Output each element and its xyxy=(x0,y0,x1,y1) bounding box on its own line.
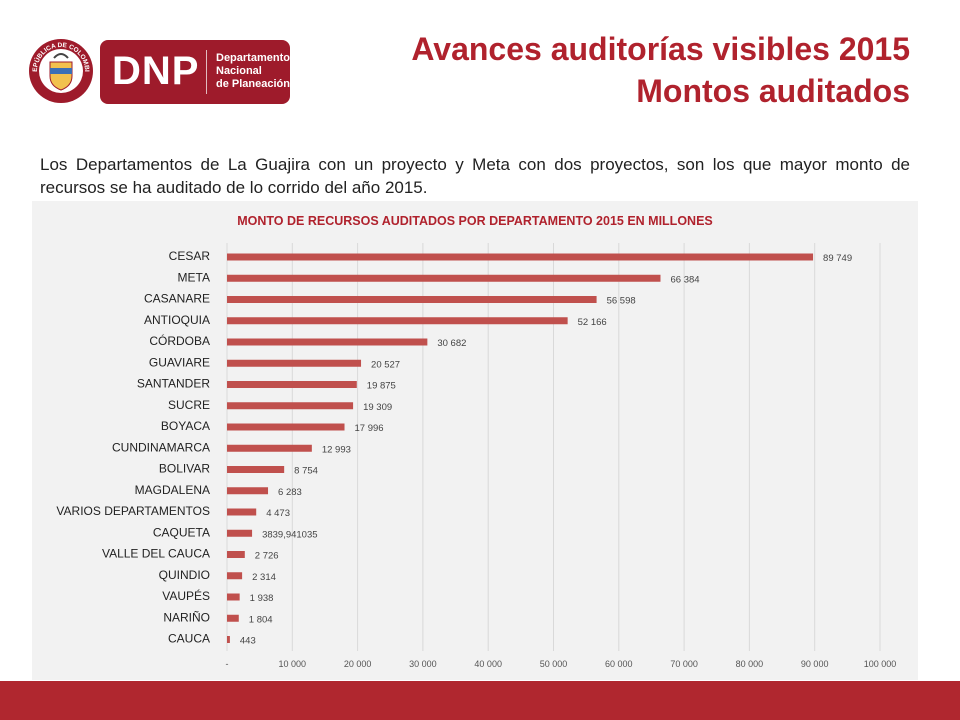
category-labels: CESAR META CASANARE ANTIOQUIA CÓRDOBA GUAVIAR… xyxy=(56,249,210,646)
footer-bar xyxy=(0,681,960,720)
category-label: VALLE DEL CAUCA xyxy=(102,547,210,561)
value-label: 1 938 xyxy=(250,593,274,604)
bar xyxy=(227,551,245,558)
dnp-subtitle-line-2: Nacional xyxy=(216,65,262,77)
category-label: META xyxy=(178,270,210,284)
chart-title: MONTO DE RECURSOS AUDITADOS POR DEPARTAM… xyxy=(237,214,713,228)
category-label: CUNDINAMARCA xyxy=(112,440,210,454)
value-label: 6 283 xyxy=(278,487,302,498)
category-label: CÓRDOBA xyxy=(149,333,210,348)
value-label: 12 993 xyxy=(322,444,351,455)
chart-panel: MONTO DE RECURSOS AUDITADOS POR DEPARTAM… xyxy=(32,201,918,680)
logo-divider xyxy=(206,50,207,94)
x-tick-label: 70 000 xyxy=(670,659,698,669)
bar xyxy=(227,636,230,643)
category-label: QUINDIO xyxy=(159,568,210,582)
dnp-subtitle-line-1: Departamento xyxy=(216,52,290,64)
x-tick-label: 90 000 xyxy=(801,659,829,669)
category-label: SUCRE xyxy=(168,398,210,412)
x-tick-label: - xyxy=(226,659,229,669)
category-label: BOYACA xyxy=(161,419,210,433)
dnp-subtitle-line-3: de Planeación xyxy=(216,78,290,90)
value-label: 3839,941035 xyxy=(262,529,317,540)
value-label: 17 996 xyxy=(355,423,384,434)
value-label: 8 754 xyxy=(294,466,318,477)
bars xyxy=(227,253,814,643)
value-label: 443 xyxy=(240,636,256,647)
category-label: GUAVIARE xyxy=(149,355,210,369)
bar xyxy=(227,614,239,622)
value-label: 19 309 xyxy=(363,402,392,413)
bar xyxy=(227,402,354,410)
bar xyxy=(227,466,285,473)
bar xyxy=(227,274,661,282)
bar xyxy=(227,253,814,261)
category-label: BOLIVAR xyxy=(159,462,210,476)
bar xyxy=(227,572,243,580)
dnp-logo: REPÚBLICA DE COLOMBIA DNP Departamento N… xyxy=(24,38,292,108)
bar xyxy=(227,487,269,495)
value-label: 56 598 xyxy=(607,296,636,307)
category-label: VAUPÉS xyxy=(162,588,210,603)
page-title: Avances auditorías visibles 2015 Montos … xyxy=(411,28,910,112)
grid-lines xyxy=(226,243,881,651)
dnp-brand-box: DNP Departamento Nacional de Planeación xyxy=(100,40,290,104)
category-label: CASANARE xyxy=(144,292,210,306)
bar xyxy=(227,381,357,388)
category-label: VARIOS DEPARTAMENTOS xyxy=(56,504,210,518)
x-tick-label: 40 000 xyxy=(474,659,502,669)
value-label: 20 527 xyxy=(371,359,400,370)
x-tick-label: 80 000 xyxy=(736,659,764,669)
value-label: 1 804 xyxy=(249,614,273,625)
value-label: 2 314 xyxy=(252,572,276,583)
dnp-subtitle: Departamento Nacional de Planeación xyxy=(216,52,290,91)
x-tick-label: 10 000 xyxy=(279,659,307,669)
value-label: 19 875 xyxy=(367,381,396,392)
value-label: 66 384 xyxy=(670,274,699,285)
bar-chart: MONTO DE RECURSOS AUDITADOS POR DEPARTAM… xyxy=(56,214,897,669)
bar xyxy=(227,423,345,431)
bar xyxy=(227,593,240,601)
x-axis-ticks: - 10 000 20 000 30 000 40 000 50 000 60 000 70 … xyxy=(226,659,897,669)
page-title-line-2: Montos auditados xyxy=(636,73,910,109)
bar xyxy=(227,444,312,452)
bar xyxy=(227,508,257,516)
bar xyxy=(227,338,428,346)
category-label: SANTANDER xyxy=(137,377,210,391)
category-label: CAQUETA xyxy=(153,525,210,539)
bar xyxy=(227,359,362,367)
x-tick-label: 50 000 xyxy=(540,659,568,669)
x-tick-label: 60 000 xyxy=(605,659,633,669)
value-label: 4 473 xyxy=(266,508,290,519)
bar xyxy=(227,296,597,303)
category-label: CAUCA xyxy=(168,632,210,646)
x-tick-label: 100 000 xyxy=(864,659,897,669)
dnp-brand-text: DNP xyxy=(112,49,200,93)
category-label: NARIÑO xyxy=(163,610,210,624)
x-tick-label: 30 000 xyxy=(409,659,437,669)
value-label: 52 166 xyxy=(578,317,607,328)
category-label: CESAR xyxy=(169,249,211,263)
bar xyxy=(227,529,253,537)
intro-paragraph: Los Departamentos de La Guajira con un p… xyxy=(40,155,910,197)
value-label: 89 749 xyxy=(823,253,852,264)
category-label: MAGDALENA xyxy=(135,483,210,497)
x-tick-label: 20 000 xyxy=(344,659,372,669)
category-label: ANTIOQUIA xyxy=(144,313,210,327)
bar xyxy=(227,317,568,325)
value-label: 30 682 xyxy=(437,338,466,349)
value-label: 2 726 xyxy=(255,551,279,562)
colombia-seal-icon: REPÚBLICA DE COLOMBIA xyxy=(28,38,93,103)
page-title-line-1: Avances auditorías visibles 2015 xyxy=(411,31,910,67)
